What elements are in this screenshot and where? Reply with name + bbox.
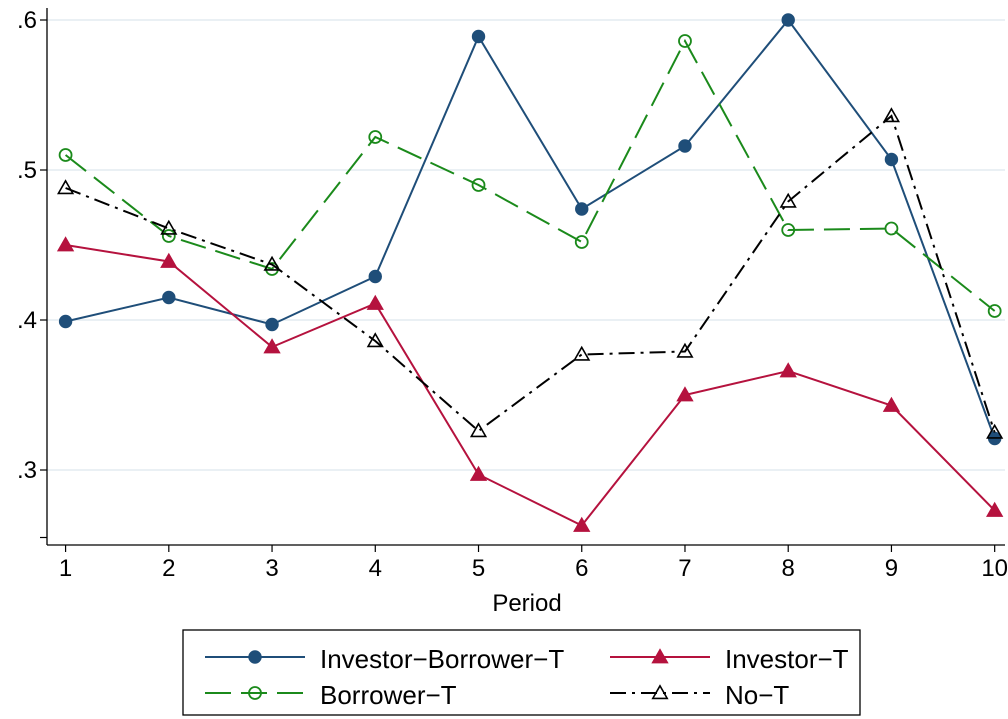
legend-label: Investor−T xyxy=(725,644,849,674)
data-point xyxy=(573,345,591,361)
series-4 xyxy=(57,107,1004,439)
axes: .3 .4 .5 .6 1 2 3 4 5 6 7 8 9 10 xyxy=(17,7,1008,582)
data-point xyxy=(575,202,589,216)
data-point xyxy=(779,362,797,378)
data-point xyxy=(884,152,899,167)
x-tick-label: 2 xyxy=(162,555,175,582)
y-tick-label: .5 xyxy=(17,157,37,184)
data-point xyxy=(678,34,692,48)
data-point xyxy=(469,465,488,481)
series-line xyxy=(65,244,996,527)
x-tick-label: 9 xyxy=(885,555,898,582)
series-line xyxy=(64,38,996,312)
data-point xyxy=(781,13,795,27)
x-tick-label: 6 xyxy=(575,555,588,582)
legend-label: Investor−Borrower−T xyxy=(320,644,564,674)
data-point xyxy=(58,314,73,329)
x-tick-label: 8 xyxy=(782,555,795,582)
y-tick-label: .6 xyxy=(17,7,37,34)
data-point xyxy=(161,229,176,243)
legend-item-2: Investor−T xyxy=(610,644,849,674)
data-point xyxy=(56,236,75,252)
series-layer xyxy=(56,13,1004,532)
data-point xyxy=(676,342,694,358)
x-tick-label: 1 xyxy=(59,555,72,582)
data-point xyxy=(884,221,899,236)
data-point xyxy=(263,338,281,354)
data-point xyxy=(882,107,901,123)
x-tick-label: 4 xyxy=(369,555,382,582)
data-point xyxy=(986,423,1004,439)
data-point xyxy=(678,139,692,153)
data-point xyxy=(574,235,589,249)
data-point xyxy=(160,219,178,235)
gridlines xyxy=(47,19,1005,471)
x-tick-label: 5 xyxy=(472,555,485,582)
legend-marker xyxy=(651,684,669,700)
data-point xyxy=(469,422,488,438)
data-point xyxy=(882,396,901,412)
x-tick-label: 10 xyxy=(981,555,1008,582)
x-axis-title: Period xyxy=(492,590,561,617)
data-point xyxy=(366,294,384,310)
legend-marker xyxy=(248,686,262,700)
data-point xyxy=(368,269,382,284)
legend-label: No−T xyxy=(725,680,789,710)
x-tick-label: 7 xyxy=(678,555,691,582)
data-point xyxy=(781,223,796,237)
data-point xyxy=(676,386,694,402)
data-point xyxy=(265,317,279,332)
series-line xyxy=(65,18,996,439)
y-tick-label: .4 xyxy=(17,307,37,334)
legend-item-3: Borrower−T xyxy=(205,680,457,710)
data-point xyxy=(263,255,281,271)
data-point xyxy=(366,332,384,348)
legend-item-4: No−T xyxy=(610,680,789,710)
data-point xyxy=(160,252,178,268)
series-1 xyxy=(58,13,1002,446)
legend-label: Borrower−T xyxy=(320,680,457,710)
data-point xyxy=(471,29,486,44)
series-2 xyxy=(56,236,1004,532)
series-line xyxy=(65,114,996,433)
data-point xyxy=(779,192,797,208)
legend-item-1: Investor−Borrower−T xyxy=(205,644,564,674)
legend-box xyxy=(182,629,861,716)
legend-marker xyxy=(248,650,262,664)
series-3 xyxy=(58,34,1002,318)
y-tick-label: .3 xyxy=(17,457,37,484)
legend: Investor−Borrower−T Investor−T Borrower−T N… xyxy=(182,629,861,716)
data-point xyxy=(573,516,591,532)
legend-marker xyxy=(651,648,669,664)
data-point xyxy=(58,148,73,162)
data-point xyxy=(368,130,383,144)
data-point xyxy=(57,179,75,195)
data-point xyxy=(471,178,486,192)
data-point xyxy=(987,304,1002,318)
data-point xyxy=(986,501,1004,517)
x-tick-label: 3 xyxy=(265,555,278,582)
data-point xyxy=(162,290,176,305)
